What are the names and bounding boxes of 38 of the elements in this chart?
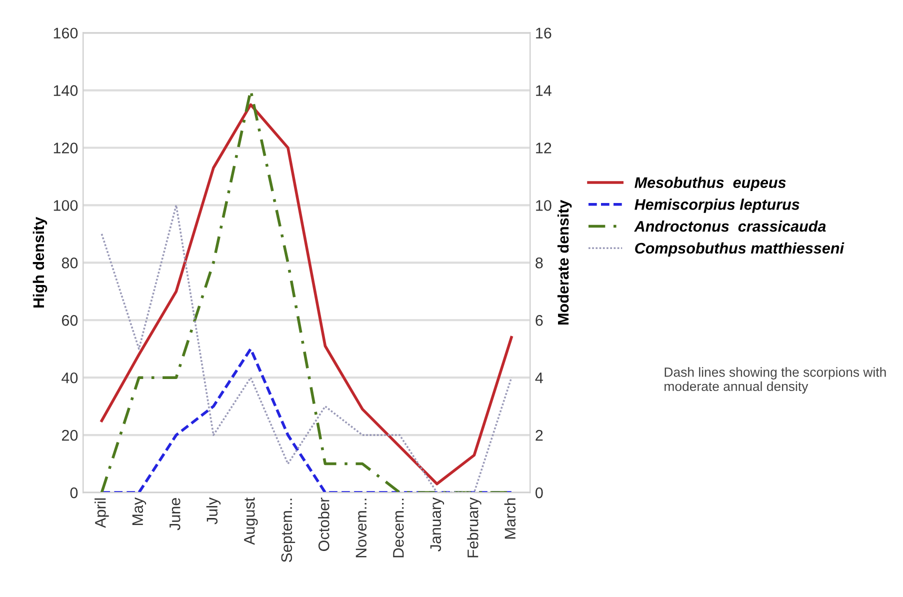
y2-tick-label: 16 (536, 28, 552, 39)
x-tick-label: March (504, 498, 516, 539)
y2-tick-label: 14 (536, 85, 552, 96)
y-tick-label: 160 (54, 28, 78, 39)
x-tick-label: August (244, 497, 258, 545)
y-tick-label: 80 (62, 258, 78, 268)
legend-label: Mesobuthus eupeus (634, 176, 786, 192)
y2-tick-label: 8 (536, 258, 543, 268)
x-tick-label: Decem... (393, 498, 404, 558)
y2-tick-label: 2 (536, 430, 543, 441)
x-tick-label: October (318, 498, 330, 552)
x-tick-label: February (467, 497, 482, 558)
y2-tick-label: 10 (536, 200, 552, 211)
x-tick-label: January (430, 497, 444, 552)
y-axis-title: High density (32, 216, 48, 308)
y2-axis-title: Moderate density (557, 200, 572, 324)
y-tick-label: 140 (54, 85, 78, 96)
y-tick-label: 100 (54, 200, 78, 211)
x-tick-label: Novem... (356, 498, 367, 558)
x-tick-label: July (206, 497, 221, 524)
y-tick-label: 60 (62, 315, 78, 326)
y-tick-label: 0 (70, 487, 78, 498)
x-tick-label: Septem... (281, 498, 296, 562)
text: Dash lines showing the scorpions with moderate annual density (664, 367, 886, 394)
x-tick-label: April (94, 498, 109, 528)
legend-label: Hemiscorpius lepturus (634, 198, 800, 213)
y2-tick-label: 12 (536, 142, 552, 154)
y2-tick-label: 0 (536, 487, 543, 498)
y2-tick-label: 4 (535, 372, 543, 384)
x-tick-label: June (170, 498, 180, 530)
legend-label: Compsobuthus matthiesseni (635, 242, 844, 257)
y-tick-label: 40 (62, 372, 78, 384)
x-tick-label: May (132, 497, 146, 525)
line-series (100, 204, 512, 493)
y2-tick-label: 6 (536, 315, 543, 326)
y-tick-label: 120 (54, 142, 78, 154)
legend-label: Androctonus crassicauda (634, 220, 826, 232)
y-tick-label: 20 (62, 430, 78, 441)
